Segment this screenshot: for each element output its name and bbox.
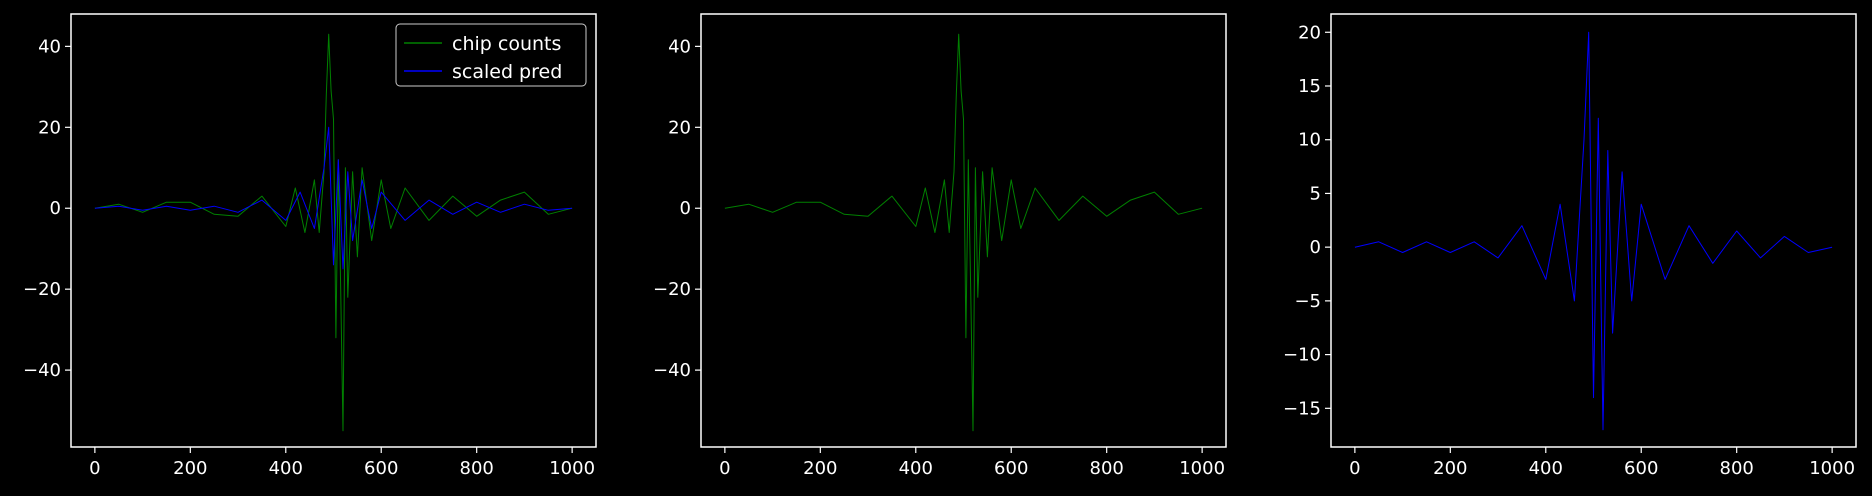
y-tick-label: 10 [1298,130,1321,151]
x-tick-label: 600 [994,458,1028,479]
y-tick-label: 40 [38,36,61,57]
legend-entry-label: chip counts [452,33,561,55]
chart-panel-2: 0 200 400 600 800 1000 −40 −20 0 20 40 [653,13,1227,479]
y-tick-label: 20 [1298,22,1321,43]
legend-box [395,23,587,87]
series-line-series-1 [724,33,1203,432]
y-tick-label: −10 [1283,345,1321,366]
x-tick-label: 400 [899,458,933,479]
x-tick-label: 800 [1090,458,1124,479]
y-tick-label: 15 [1298,76,1321,97]
y-tick-label: 0 [50,198,61,219]
legend: chip counts scaled pred [395,23,587,87]
axes-frame [700,13,1227,448]
x-tick-label: 600 [1624,458,1658,479]
y-tick-label: −15 [1283,398,1321,419]
x-tick-label: 400 [269,458,303,479]
y-tick-label: 5 [1310,183,1321,204]
x-tick-label: 1000 [549,458,595,479]
chart-panel-1: 0 200 400 600 800 1000 −40 −20 0 20 40 chip counts s… [23,13,597,479]
series-line-scaled-pred [94,126,573,270]
x-tick-label: 0 [1349,458,1360,479]
x-tick-label: 200 [173,458,207,479]
x-tick-label: 0 [89,458,100,479]
y-tick-label: 20 [38,117,61,138]
x-tick-label: 400 [1529,458,1563,479]
x-tick-label: 800 [460,458,494,479]
series-line-series-1 [1354,31,1833,431]
x-tick-label: 200 [803,458,837,479]
axes-frame [70,13,597,448]
y-tick-label: −40 [653,360,691,381]
y-tick-label: 40 [668,36,691,57]
x-tick-label: 1000 [1809,458,1855,479]
axes-frame [1330,13,1857,448]
x-tick-label: 800 [1720,458,1754,479]
y-tick-label: 0 [680,198,691,219]
series-line-chip-counts [94,33,573,432]
x-tick-label: 1000 [1179,458,1225,479]
legend-entry-label: scaled pred [452,61,562,83]
x-tick-label: 0 [719,458,730,479]
chart-panel-3: 0 200 400 600 800 1000 −15 −10 −5 0 5 10 15 20 [1283,13,1857,479]
y-tick-label: −20 [23,279,61,300]
y-tick-label: 20 [668,117,691,138]
y-tick-label: −20 [653,279,691,300]
x-tick-label: 200 [1433,458,1467,479]
y-tick-label: −5 [1294,291,1321,312]
x-tick-label: 600 [364,458,398,479]
y-tick-label: −40 [23,360,61,381]
y-tick-label: 0 [1310,237,1321,258]
